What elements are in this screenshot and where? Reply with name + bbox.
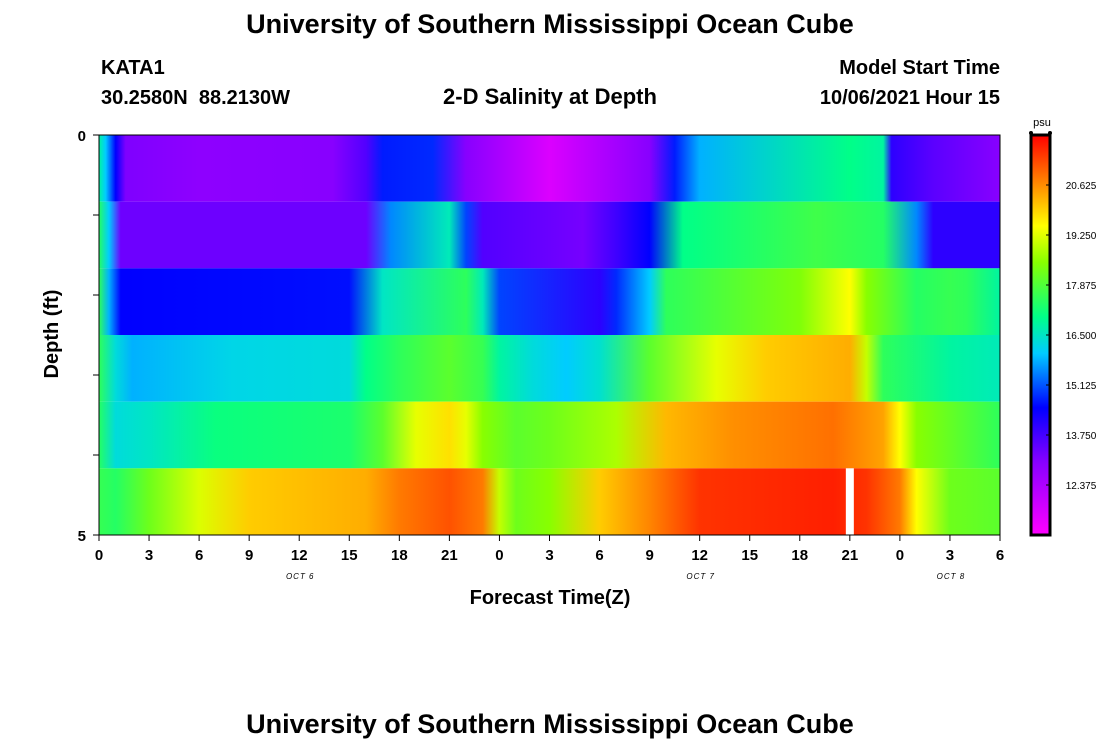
x-tick-label: 3 [946, 547, 954, 564]
x-tick-label: 3 [145, 547, 153, 564]
heatmap-row-2 [99, 268, 1000, 335]
x-tick-label: 0 [896, 547, 904, 564]
model-start-label: Model Start Time [839, 57, 1000, 79]
x-tick-label: 6 [595, 547, 603, 564]
x-date-labels: OCT 6 OCT 7 OCT 8 [286, 572, 966, 581]
colorbar-unit-label: psu [1033, 117, 1051, 129]
x-tick-label: 15 [741, 547, 758, 564]
colorbar-ticks: 12.375 13.750 15.125 16.500 17.875 19.250 20.6… [1046, 181, 1097, 492]
colorbar: 12.375 13.750 15.125 16.500 17.875 19.250 20.6… [1029, 117, 1097, 537]
station-coordinates: 30.2580N 88.2130W [101, 87, 291, 109]
colorbar-tick-label: 13.750 [1066, 431, 1097, 442]
model-start-value: 10/06/2021 Hour 15 [819, 87, 1000, 109]
x-tick-label: 18 [791, 547, 808, 564]
x-tick-label: 9 [645, 547, 653, 564]
colorbar-tick-label: 16.500 [1066, 331, 1097, 342]
x-tick-label: 6 [996, 547, 1004, 564]
colorbar-corner-dot [1029, 131, 1033, 135]
y-tick-label: 0 [78, 128, 86, 145]
colorbar-tick-label: 19.250 [1066, 231, 1097, 242]
footer-title: University of Southern Mississippi Ocean… [246, 709, 854, 739]
heatmap-row-1 [99, 201, 1000, 269]
y-tick-label: 5 [78, 528, 86, 545]
x-date-label: OCT 6 [286, 572, 315, 581]
x-tick-label: 15 [341, 547, 358, 564]
x-tick-label: 12 [291, 547, 308, 564]
x-tick-label: 0 [95, 547, 103, 564]
x-tick-label: 0 [495, 547, 503, 564]
x-tick-label: 18 [391, 547, 408, 564]
chart-subtitle: 2-D Salinity at Depth [443, 84, 657, 109]
x-tick-label: 6 [195, 547, 203, 564]
station-id: KATA1 [101, 57, 165, 79]
x-tick-label: 3 [545, 547, 553, 564]
heatmap-row-3 [99, 335, 1000, 402]
x-date-label: OCT 8 [937, 572, 966, 581]
page-title: University of Southern Mississippi Ocean… [246, 9, 854, 39]
colorbar-corner-dot [1048, 131, 1052, 135]
white-marker [845, 468, 854, 535]
x-tick-label: 9 [245, 547, 253, 564]
heatmap-row-0 [99, 135, 1000, 202]
x-tick-label: 21 [441, 547, 458, 564]
heatmap-row-5 [99, 468, 1000, 535]
heatmap-row-4 [99, 401, 1000, 469]
colorbar-tick-label: 20.625 [1066, 181, 1097, 192]
y-axis-label: Depth (ft) [41, 290, 63, 379]
colorbar-tick-label: 15.125 [1066, 381, 1097, 392]
y-axis-ticks: 05 [78, 128, 99, 545]
heatmap-rows [99, 135, 1000, 535]
x-axis-ticks: 0 3 6 9 12 15 18 21 0 3 6 9 12 15 18 21 0 3 6 [95, 535, 1004, 564]
x-axis-label: Forecast Time(Z) [470, 587, 631, 609]
colorbar-tick-label: 17.875 [1066, 281, 1097, 292]
colorbar-fill [1031, 135, 1050, 535]
x-date-label: OCT 7 [686, 572, 715, 581]
colorbar-tick-label: 12.375 [1066, 481, 1097, 492]
x-tick-label: 12 [691, 547, 708, 564]
x-tick-label: 21 [841, 547, 858, 564]
salinity-heatmap-chart: 0 3 6 9 12 15 18 21 0 3 6 9 12 15 18 21 0 3 6 05 OCT 6 OCT … [41, 117, 1097, 609]
